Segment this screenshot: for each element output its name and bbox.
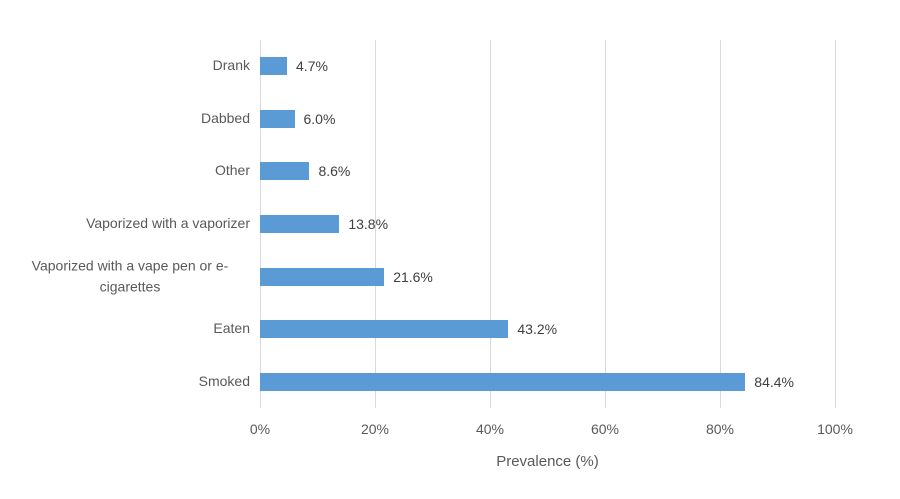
bar-vaporized-with-a-vape-pen-or-e-cigarettes xyxy=(260,267,385,286)
data-label: 21.6% xyxy=(393,268,433,285)
category-label: Dabbed xyxy=(10,108,250,130)
gridline-60% xyxy=(605,40,606,408)
bar-drank xyxy=(260,57,288,76)
gridline-40% xyxy=(490,40,491,408)
x-axis-title: Prevalence (%) xyxy=(496,453,599,470)
data-label: 43.2% xyxy=(517,321,558,338)
x-tick-label: 100% xyxy=(817,421,853,437)
gridline-80% xyxy=(720,40,721,408)
plot-area xyxy=(260,40,836,408)
bar-eaten xyxy=(260,320,509,339)
category-label: Vaporized with a vaporizer xyxy=(10,213,250,235)
x-tick-label: 0% xyxy=(249,421,271,437)
x-tick-label: 40% xyxy=(475,421,505,437)
category-label-text: Other xyxy=(214,162,250,179)
bar-smoked xyxy=(260,372,746,391)
category-label: Smoked xyxy=(10,371,250,393)
data-label: 4.7% xyxy=(296,58,328,75)
x-tick-label: 60% xyxy=(590,421,620,437)
category-label: Eaten xyxy=(10,318,250,340)
data-label: 6.0% xyxy=(303,110,336,127)
data-label: 84.4% xyxy=(754,373,794,390)
bar-other xyxy=(260,162,310,181)
category-label-text: Dabbed xyxy=(200,110,250,126)
category-label-text: Vaporized with a vape pen or e-cigarette… xyxy=(31,256,229,295)
category-label-text: Smoked xyxy=(198,372,250,389)
category-label: Vaporized with a vape pen or e-cigarette… xyxy=(10,255,250,298)
x-tick-label: 20% xyxy=(360,421,390,437)
bar-vaporized-with-a-vaporizer xyxy=(260,215,340,233)
category-label-text: Drank xyxy=(212,57,250,74)
x-tick-label: 80% xyxy=(705,421,735,437)
category-label: Other xyxy=(10,161,250,183)
category-label-text: Vaporized with a vaporizer xyxy=(86,215,250,232)
bar-dabbed xyxy=(260,109,295,128)
data-label: 13.8% xyxy=(348,216,389,232)
gridline-100% xyxy=(835,40,836,408)
gridline-20% xyxy=(375,40,376,408)
data-label: 8.6% xyxy=(318,163,351,180)
category-label: Drank xyxy=(10,55,250,77)
category-label-text: Eaten xyxy=(213,320,250,337)
